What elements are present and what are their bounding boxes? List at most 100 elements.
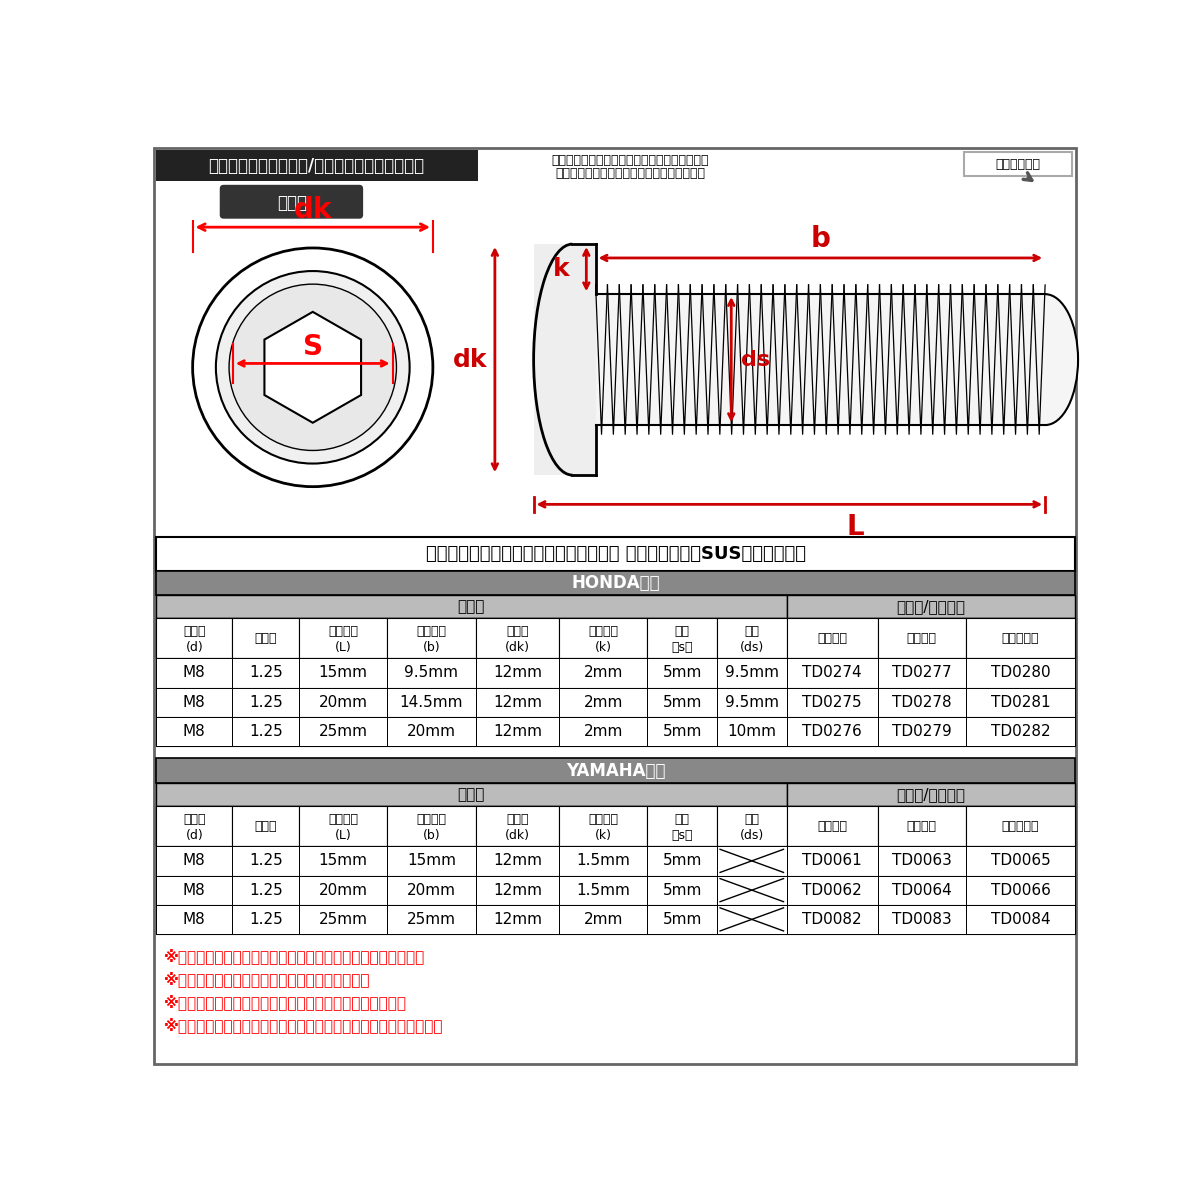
Text: k: k [553,257,570,281]
Bar [716,618,787,659]
Bar [787,659,877,688]
Text: 12mm: 12mm [493,724,542,739]
Bar [156,716,1075,746]
Bar [787,784,1075,806]
Text: L: L [846,514,864,541]
Text: シルバー: シルバー [817,632,847,644]
Text: (d): (d) [185,641,203,654]
Text: 12mm: 12mm [493,695,542,709]
Text: 頭部径: 頭部径 [506,812,529,826]
Text: TD0278: TD0278 [892,695,952,709]
Text: シルバー: シルバー [817,820,847,833]
Bar [299,659,388,688]
Text: 2mm: 2mm [583,695,623,709]
Text: 1.5mm: 1.5mm [576,853,630,869]
Text: TD0274: TD0274 [803,666,862,680]
Bar [964,151,1073,176]
Text: M8: M8 [182,666,205,680]
Text: TD0084: TD0084 [991,912,1050,926]
Text: 頭部高さ: 頭部高さ [588,812,618,826]
Text: 焼きチタン: 焼きチタン [1002,820,1039,833]
Bar [156,688,1075,716]
Text: ※ご注文確定後の商品のご変更は出来ません。予めご了承下さい。: ※ご注文確定後の商品のご変更は出来ません。予めご了承下さい。 [164,1018,444,1033]
Bar [559,618,647,659]
Text: 20mm: 20mm [319,695,367,709]
Text: 25mm: 25mm [407,912,456,926]
Bar [716,846,787,876]
Bar [156,905,1075,934]
Bar [388,806,475,846]
Bar [559,688,647,716]
Text: TD0064: TD0064 [892,883,952,898]
Bar [156,618,233,659]
Bar [299,876,388,905]
Bar [233,905,299,934]
Text: 20mm: 20mm [407,724,456,739]
Bar [559,905,647,934]
Text: （s）: （s） [672,828,692,841]
Text: ネジ長さ: ネジ長さ [416,625,446,637]
Bar [388,846,475,876]
Bar [388,618,475,659]
Bar [156,570,1075,595]
Text: 1.25: 1.25 [248,853,283,869]
Text: ストア内検索に商品番号を入力して頂けますと: ストア内検索に商品番号を入力して頂けますと [552,155,709,168]
Text: dk: dk [452,348,487,372]
Text: S: S [302,332,323,360]
Bar [388,688,475,716]
Bar [156,806,233,846]
Text: 軸径: 軸径 [744,625,760,637]
Text: 15mm: 15mm [319,666,367,680]
Text: ラインアップ（カラー/サイズ品番一覧表共通）: ラインアップ（カラー/サイズ品番一覧表共通） [209,157,425,175]
Text: TD0276: TD0276 [803,724,862,739]
Text: 六角穴: 六角穴 [277,193,307,211]
Text: TD0277: TD0277 [892,666,952,680]
Polygon shape [264,312,361,422]
Bar [156,876,233,905]
Text: TD0282: TD0282 [991,724,1050,739]
Bar [299,905,388,934]
Text: 1.5mm: 1.5mm [576,883,630,898]
Text: 平径: 平径 [674,812,690,826]
Text: (dk): (dk) [505,828,530,841]
Bar [156,846,1075,876]
Bar [966,905,1075,934]
Text: 5mm: 5mm [662,695,702,709]
Bar [787,595,1075,618]
Bar [156,846,233,876]
Bar [156,758,1075,784]
Bar [233,846,299,876]
Bar [716,905,787,934]
Circle shape [193,248,433,487]
Bar [156,659,1075,688]
Text: 5mm: 5mm [662,912,702,926]
Text: ピッチ: ピッチ [254,820,277,833]
Bar [233,806,299,846]
Bar [877,716,966,746]
Bar [233,659,299,688]
Text: 25mm: 25mm [319,912,367,926]
Polygon shape [1045,294,1078,425]
Bar [559,846,647,876]
Text: TD0280: TD0280 [991,666,1050,680]
Bar [787,618,877,659]
Bar [595,294,1045,425]
Bar [966,716,1075,746]
FancyBboxPatch shape [220,185,364,218]
Text: （s）: （s） [672,641,692,654]
Text: 25mm: 25mm [319,724,367,739]
Text: 頭部高さ: 頭部高さ [588,625,618,637]
Text: 2mm: 2mm [583,666,623,680]
Text: (d): (d) [185,828,203,841]
Bar [299,688,388,716]
Bar [877,806,966,846]
Text: (b): (b) [422,641,440,654]
Polygon shape [534,244,572,475]
Text: 15mm: 15mm [407,853,456,869]
Text: 5mm: 5mm [662,666,702,680]
Bar [559,659,647,688]
Bar [156,784,787,806]
Bar [966,846,1075,876]
Bar [877,905,966,934]
Circle shape [229,284,396,450]
